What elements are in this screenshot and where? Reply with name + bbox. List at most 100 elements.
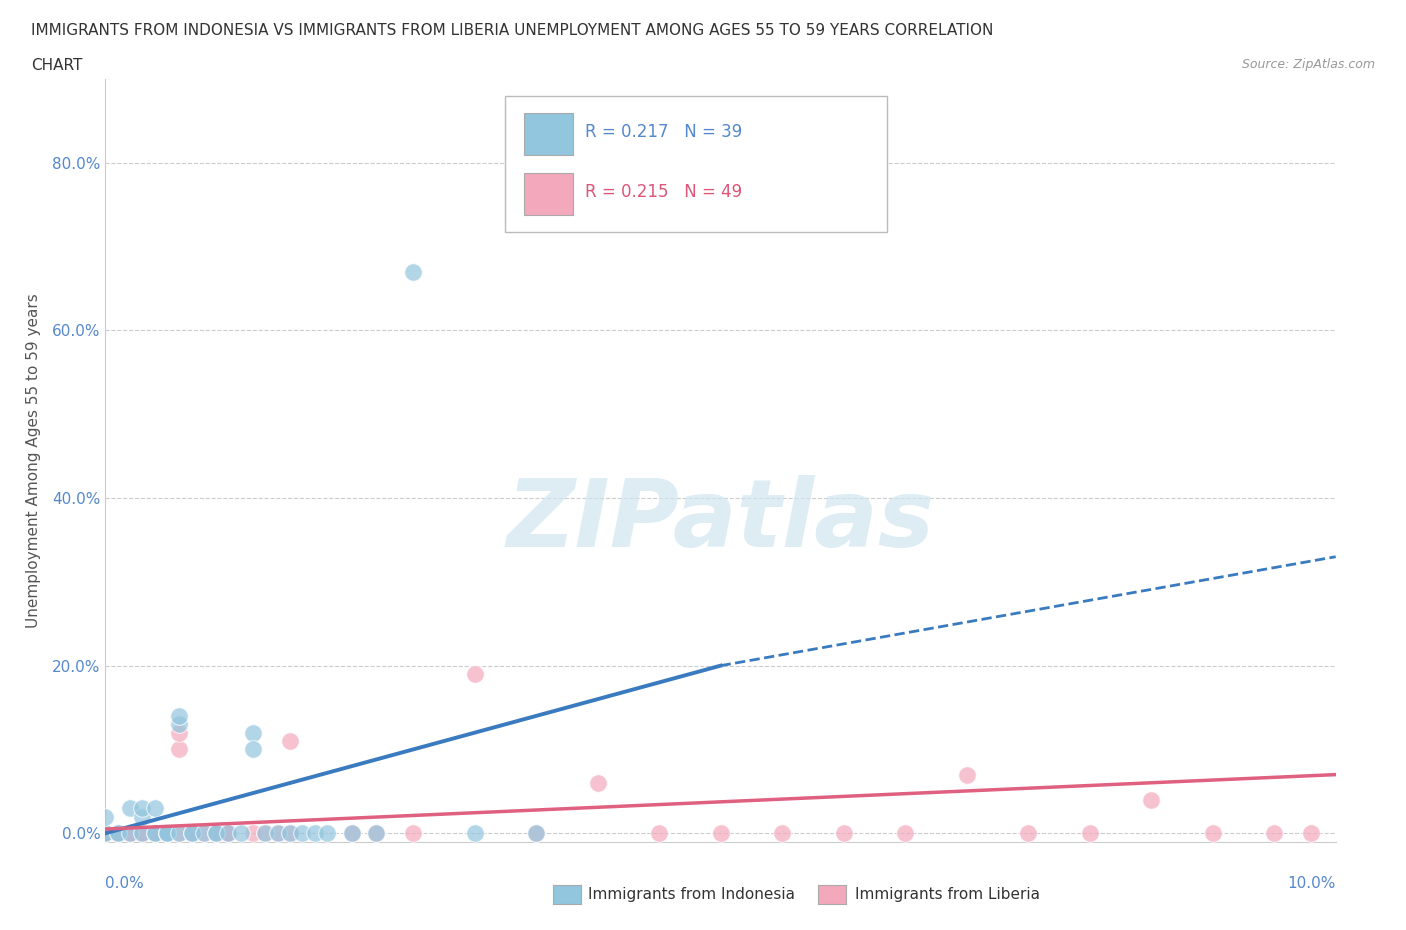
Point xyxy=(131,826,153,841)
Point xyxy=(180,826,202,841)
Point xyxy=(648,826,671,841)
Point xyxy=(193,826,215,841)
Point xyxy=(402,826,425,841)
Point xyxy=(464,667,486,682)
Point xyxy=(120,826,141,841)
Point xyxy=(291,826,314,841)
Point xyxy=(205,826,228,841)
Point xyxy=(143,826,166,841)
Text: Immigrants from Liberia: Immigrants from Liberia xyxy=(855,887,1040,902)
Point xyxy=(94,826,117,841)
Point xyxy=(364,826,387,841)
Point xyxy=(143,826,166,841)
Point xyxy=(1017,826,1039,841)
Point xyxy=(586,776,609,790)
Point xyxy=(143,826,166,841)
Point xyxy=(156,826,179,841)
Point xyxy=(107,826,129,841)
Text: R = 0.215   N = 49: R = 0.215 N = 49 xyxy=(585,183,742,201)
Text: CHART: CHART xyxy=(31,58,83,73)
Text: ZIPatlas: ZIPatlas xyxy=(506,475,935,567)
Point xyxy=(304,826,326,841)
Point xyxy=(169,717,191,732)
Point xyxy=(267,826,290,841)
Point xyxy=(218,826,240,841)
Point xyxy=(169,709,191,724)
Point xyxy=(1301,826,1323,841)
Point xyxy=(205,826,228,841)
Point xyxy=(464,826,486,841)
Point xyxy=(832,826,855,841)
Point xyxy=(710,826,733,841)
Point xyxy=(242,725,264,740)
Point xyxy=(94,826,117,841)
Point xyxy=(364,826,387,841)
Point xyxy=(524,826,547,841)
Point xyxy=(180,826,202,841)
Point xyxy=(894,826,917,841)
Point xyxy=(254,826,277,841)
Point xyxy=(107,826,129,841)
Point xyxy=(120,826,141,841)
FancyBboxPatch shape xyxy=(505,96,887,232)
Point xyxy=(267,826,290,841)
Point xyxy=(131,826,153,841)
Point xyxy=(94,826,117,841)
Point xyxy=(180,826,202,841)
Point xyxy=(278,826,301,841)
Point xyxy=(156,826,179,841)
Point xyxy=(156,826,179,841)
Point xyxy=(169,742,191,757)
Point xyxy=(169,826,191,841)
FancyBboxPatch shape xyxy=(524,113,574,155)
Point xyxy=(156,826,179,841)
Point xyxy=(169,725,191,740)
Point xyxy=(278,826,301,841)
Point xyxy=(770,826,793,841)
Point xyxy=(254,826,277,841)
Point xyxy=(120,801,141,816)
Point xyxy=(131,809,153,824)
Point xyxy=(524,826,547,841)
Point xyxy=(278,734,301,749)
Point xyxy=(242,826,264,841)
Point xyxy=(94,826,117,841)
Point xyxy=(107,826,129,841)
Text: 0.0%: 0.0% xyxy=(105,876,145,891)
Point xyxy=(315,826,337,841)
Point xyxy=(180,826,202,841)
Point xyxy=(340,826,363,841)
Point xyxy=(956,767,979,782)
Point xyxy=(340,826,363,841)
Point xyxy=(143,801,166,816)
Point xyxy=(193,826,215,841)
Point xyxy=(1078,826,1101,841)
Point xyxy=(156,826,179,841)
Text: R = 0.217   N = 39: R = 0.217 N = 39 xyxy=(585,124,742,141)
Point xyxy=(107,826,129,841)
Point xyxy=(1140,792,1163,807)
Point xyxy=(94,809,117,824)
Point xyxy=(205,826,228,841)
Text: IMMIGRANTS FROM INDONESIA VS IMMIGRANTS FROM LIBERIA UNEMPLOYMENT AMONG AGES 55 : IMMIGRANTS FROM INDONESIA VS IMMIGRANTS … xyxy=(31,23,993,38)
Text: Immigrants from Indonesia: Immigrants from Indonesia xyxy=(588,887,794,902)
Point xyxy=(1263,826,1285,841)
Point xyxy=(156,826,179,841)
Point xyxy=(143,826,166,841)
Point xyxy=(1201,826,1223,841)
Point xyxy=(94,826,117,841)
Text: Source: ZipAtlas.com: Source: ZipAtlas.com xyxy=(1241,58,1375,71)
Text: 10.0%: 10.0% xyxy=(1288,876,1336,891)
Point xyxy=(218,826,240,841)
Point xyxy=(156,826,179,841)
Point xyxy=(402,264,425,279)
Point xyxy=(169,826,191,841)
Point xyxy=(242,742,264,757)
Point xyxy=(120,826,141,841)
Point xyxy=(229,826,252,841)
Point xyxy=(131,826,153,841)
Point xyxy=(218,826,240,841)
Y-axis label: Unemployment Among Ages 55 to 59 years: Unemployment Among Ages 55 to 59 years xyxy=(25,293,41,628)
FancyBboxPatch shape xyxy=(524,173,574,215)
Point xyxy=(205,826,228,841)
